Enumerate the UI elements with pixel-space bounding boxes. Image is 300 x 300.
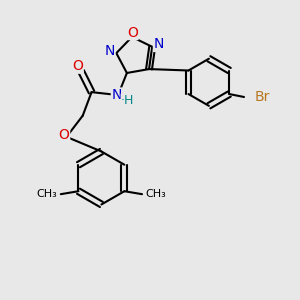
Text: N: N	[111, 88, 122, 102]
Text: CH₃: CH₃	[37, 189, 57, 199]
Text: N: N	[105, 44, 115, 58]
Text: Br: Br	[254, 90, 270, 104]
Text: O: O	[59, 128, 70, 142]
Text: O: O	[127, 26, 138, 40]
Text: N: N	[154, 38, 164, 51]
Text: ·H: ·H	[121, 94, 134, 107]
Text: O: O	[72, 59, 83, 73]
Text: CH₃: CH₃	[146, 189, 166, 199]
